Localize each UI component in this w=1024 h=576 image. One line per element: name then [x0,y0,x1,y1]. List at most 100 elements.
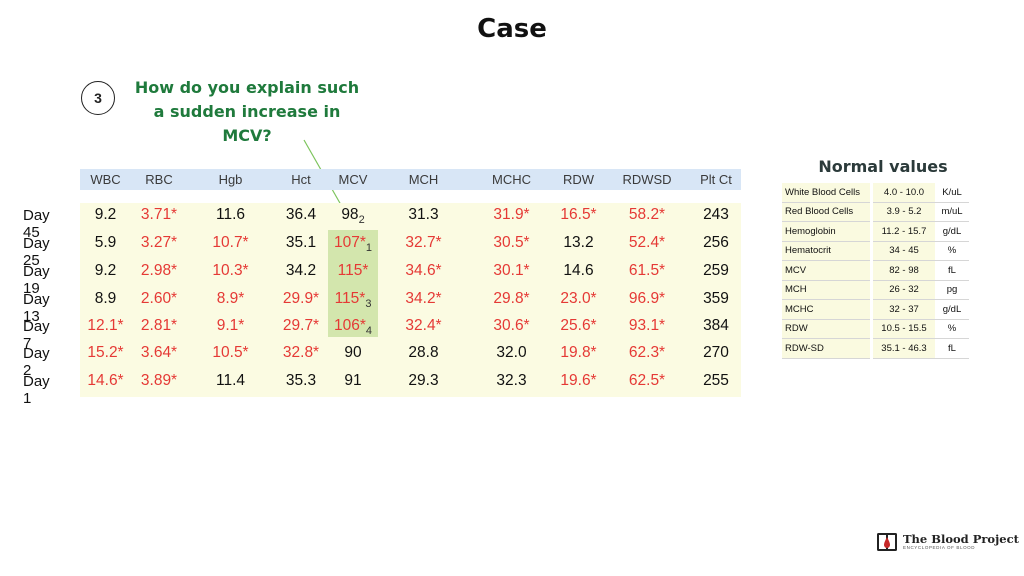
table-cell: 243 [691,206,741,224]
table-cell: 384 [691,317,741,335]
table-cell: 34.2* [378,290,469,308]
cell-value: 34.2* [405,290,442,307]
normal-values-table: White Blood Cells 4.0 - 10.0 K/uL Red Blood… [782,183,969,359]
table-cell: 91 [328,372,378,390]
brand-logo: The Blood Project ENCYCLOPEDIA OF BLOOD [876,531,1019,553]
cell-value: 115* [334,290,366,307]
table-cell: 25.6* [554,317,603,335]
normal-value-range: 35.1 - 46.3 [870,338,935,359]
cell-value: 10.3* [212,262,249,279]
table-cell: 30.5* [469,234,554,252]
normal-value-name: Hemoglobin [782,221,872,242]
cell-value: 13.2 [563,234,594,251]
table-cell: 32.0 [469,344,554,362]
cell-footnote: 2 [358,214,365,227]
table-cell: 19.8* [554,344,603,362]
cell-value: 2.81* [140,317,178,334]
cell-value: 93.1* [628,317,666,334]
table-cell: 8.9 [80,290,131,308]
cell-value: 8.9 [94,290,117,307]
cell-value: 9.1* [216,317,245,334]
cell-value: 11.4 [215,372,246,389]
table-cell: 32.3 [469,372,554,390]
cell-value: 62.5* [628,372,666,389]
table-cell: 29.8* [469,290,554,308]
cell-value: 259 [703,262,729,279]
table-cell: 52.4* [603,234,691,252]
cell-value: 14.6* [87,372,124,389]
cell-value: 3.27* [140,234,178,251]
table-cell: 36.4 [274,206,328,224]
cell-value: 9.2 [94,262,117,279]
cell-value: 30.1* [493,262,530,279]
table-cell: 11.4 [187,372,274,390]
table-cell: 256 [691,234,741,252]
row-label: Day 2 [23,345,50,379]
table-cell: 35.3 [274,372,328,390]
table-cell: 31.3 [378,206,469,224]
table-cell: 16.5* [554,206,603,224]
normal-value-name: Hematocrit [782,241,872,261]
cell-value: 29.8* [493,290,530,307]
table-cell: 14.6 [554,262,603,280]
cell-value: 106* [333,317,366,334]
normal-value-range: 34 - 45 [870,241,935,261]
row-label: Day 45 [23,207,50,241]
table-cell: 106*4 [328,317,378,337]
cell-value: 30.6* [493,317,530,334]
column-header: Plt Ct [700,172,732,187]
table-cell: 3.27* [131,234,187,252]
cell-value: 29.7* [282,317,320,334]
cell-value: 14.6 [563,262,594,279]
table-cell: 13.2 [554,234,603,252]
cell-value: 62.3* [628,344,666,361]
table-cell: 31.9* [469,206,554,224]
cell-value: 270 [703,344,729,361]
cell-value: 8.9* [216,290,245,307]
normal-value-name: RDW-SD [782,338,872,359]
cell-value: 29.3 [408,372,439,389]
cell-value: 9.2 [94,206,117,223]
cell-value: 32.4* [405,317,442,334]
brand-name: The Blood Project [903,532,1019,546]
normal-value-unit: fL [935,260,969,281]
cell-value: 28.8 [408,344,439,361]
cell-value: 34.6* [405,262,442,279]
column-header: RBC [145,172,173,187]
table-cell: 2.60* [131,290,187,308]
cell-footnote: 3 [365,298,372,311]
table-cell: 8.9* [187,290,274,308]
table-cell: 10.7* [187,234,274,252]
cell-value: 31.3 [408,206,439,223]
cell-value: 256 [703,234,729,251]
table-cell: 3.89* [131,372,187,390]
table-cell: 10.5* [187,344,274,362]
question-number-badge: 3 [81,81,115,115]
table-cell: 90 [328,344,378,362]
normal-value-unit: K/uL [935,183,969,203]
normal-value-name: Red Blood Cells [782,202,872,222]
table-cell: 35.1 [274,234,328,252]
cell-value: 15.2* [87,344,124,361]
cell-value: 3.89* [140,372,178,389]
row-label: Day 13 [23,291,50,325]
cell-footnote: 1 [365,242,373,255]
row-label: Day 25 [23,235,50,269]
table-cell: 93.1* [603,317,691,335]
cell-value: 52.4* [628,234,666,251]
normal-value-name: MCV [782,260,872,281]
normal-value-range: 4.0 - 10.0 [870,183,935,203]
normal-value-row: Hematocrit 34 - 45% [782,241,969,261]
table-cell: 23.0* [554,290,603,308]
normal-value-row: MCV 82 - 98 fL [782,260,969,281]
table-cell: 10.3* [187,262,274,280]
cell-value: 255 [703,372,729,389]
cell-value: 107* [333,234,366,251]
normal-value-row: RDW-SD 35.1 - 46.3 fL [782,338,969,359]
table-body-background [80,203,741,397]
cell-value: 25.6* [560,317,597,334]
cell-value: 384 [703,317,729,334]
table-cell: 34.2 [274,262,328,280]
cell-value: 36.4 [285,206,317,223]
table-cell: 15.2* [80,344,131,362]
